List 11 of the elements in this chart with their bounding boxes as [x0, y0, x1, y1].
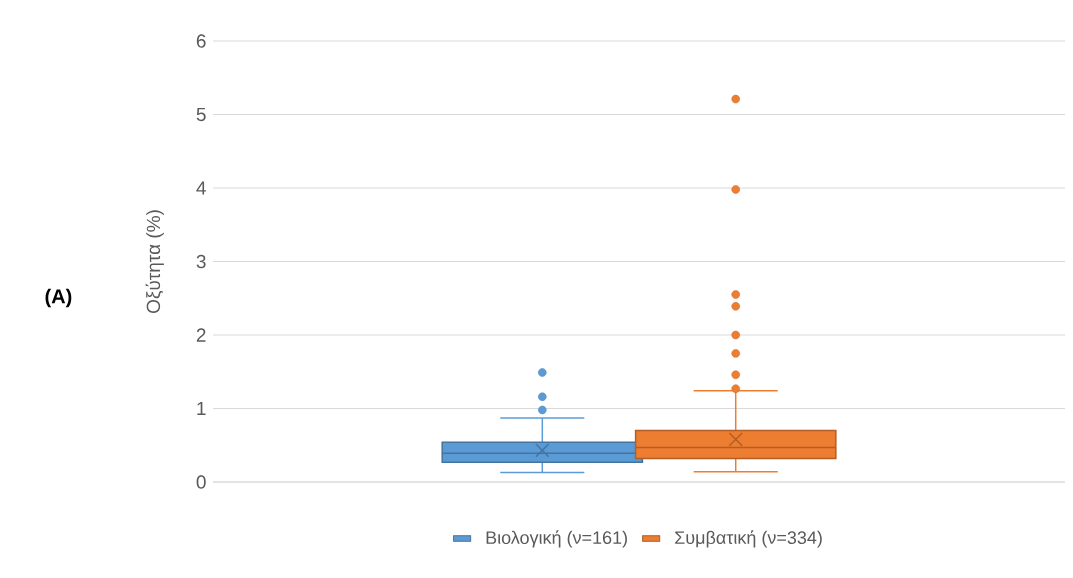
legend-label: Συμβατική (ν=334) — [675, 530, 822, 548]
text: (A) — [45, 288, 72, 308]
y-tick-label: 5 — [196, 107, 206, 122]
legend-label: Βιολογική (ν=161) — [486, 530, 627, 548]
y-tick-label: 3 — [196, 254, 206, 269]
y-axis-title: Οξύτητα (%) — [145, 210, 164, 314]
y-tick-label: 6 — [196, 34, 206, 48]
y-tick-label: 2 — [196, 328, 206, 342]
y-tick-label: 1 — [197, 401, 206, 416]
y-tick-label: 4 — [196, 181, 206, 195]
y-tick-label: 0 — [196, 475, 206, 489]
